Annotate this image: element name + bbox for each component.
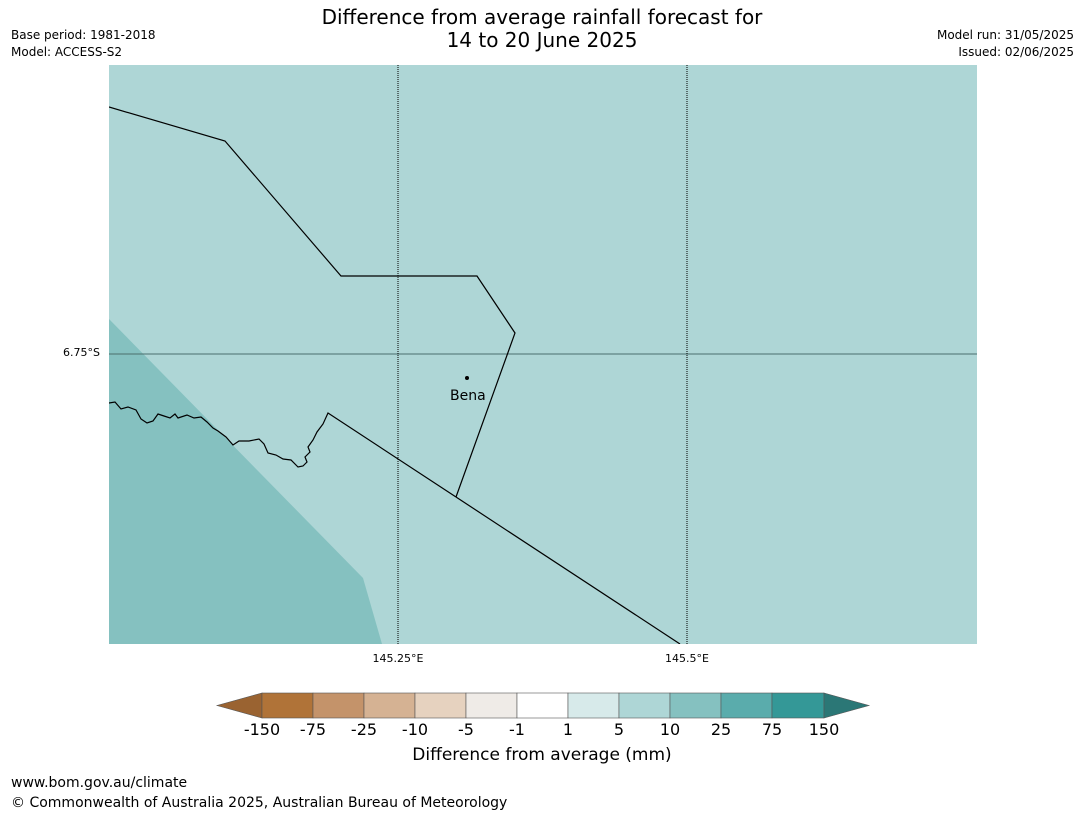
rainfall-area-10-to-25 [109,319,382,644]
colorbar-segment [261,692,314,719]
colorbar-tick: 5 [613,720,625,739]
town-marker-bena [465,376,469,380]
colorbar-segment [363,692,416,719]
place-label-bena: Bena [450,388,486,404]
colorbar-tick: 25 [710,720,732,739]
colorbar-segment [618,692,671,719]
issued-date: Issued: 02/06/2025 [958,45,1074,59]
longitude-label-145-5: 145.5°E [665,652,709,665]
colorbar-tick: -150 [243,720,281,739]
colorbar-segment [720,692,773,719]
colorbar-segment [567,692,620,719]
title-line-2: 14 to 20 June 2025 [446,28,638,52]
longitude-label-145-25: 145.25°E [372,652,424,665]
province-boundary-south [109,401,457,498]
model-run: Model run: 31/05/2025 [936,28,1074,42]
colorbar-tick: 10 [659,720,681,739]
latitude-label: 6.75°S [63,346,100,359]
colorbar-title: Difference from average (mm) [412,745,672,765]
colorbar-segment [516,692,569,719]
colorbar-tick: 75 [761,720,783,739]
base-period: Base period: 1981-2018 [11,28,156,42]
footer-copyright: © Commonwealth of Australia 2025, Austra… [11,795,508,811]
colorbar-segment [414,692,467,719]
colorbar-segment [771,692,825,719]
run-info: Model run: 31/05/2025 Issued: 02/06/2025 [937,27,1074,61]
province-boundary-east [455,496,681,644]
base-info: Base period: 1981-2018 Model: ACCESS-S2 [11,27,156,61]
model-name: Model: ACCESS-S2 [11,45,123,59]
colorbar-tick: -1 [509,720,525,739]
colorbar-arrow-low [215,692,263,719]
colorbar-segment [669,692,722,719]
colorbar-tick: 1 [562,720,574,739]
colorbar-arrow-high [823,692,871,719]
colorbar-tick: -5 [458,720,474,739]
colorbar-tick: 150 [808,720,840,739]
colorbar-tick: -25 [350,720,378,739]
colorbar-tick: -10 [401,720,429,739]
province-boundary-north [109,106,516,498]
colorbar-segment [312,692,365,719]
map-title: Difference from average rainfall forecas… [242,6,842,52]
footer-url[interactable]: www.bom.gov.au/climate [11,775,188,791]
title-line-1: Difference from average rainfall forecas… [321,5,763,29]
colorbar-tick: -75 [299,720,327,739]
colorbar-segment [465,692,518,719]
